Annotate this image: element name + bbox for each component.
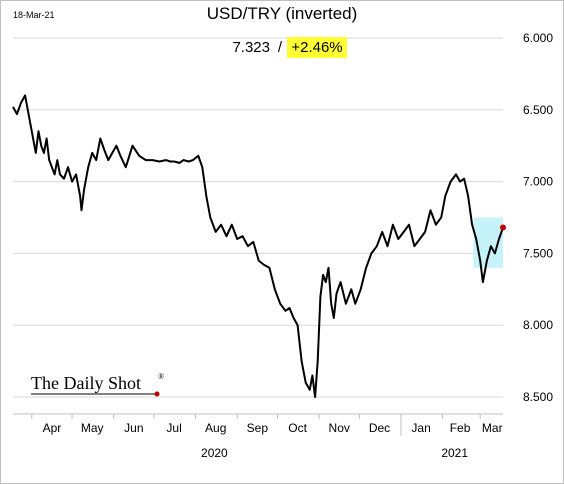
- x-tick-label: Nov: [329, 421, 350, 435]
- x-tick-label: Jan: [411, 421, 430, 435]
- readout-separator: /: [278, 39, 283, 56]
- x-tick-label: Jun: [124, 421, 143, 435]
- year-label: 2020: [201, 446, 228, 460]
- logo: The Daily Shot ®: [31, 372, 164, 397]
- y-tick-label: 8.500: [523, 390, 553, 404]
- y-tick-label: 6.500: [523, 103, 553, 117]
- y-tick-label: 8.000: [523, 318, 553, 332]
- x-axis: [13, 413, 503, 436]
- grid-lines: [13, 37, 503, 398]
- readout: 7.323 / +2.46%: [232, 37, 347, 58]
- y-tick-label: 6.000: [523, 31, 553, 45]
- logo-mark: ®: [158, 372, 164, 381]
- change-highlight: [287, 37, 347, 58]
- logo-text: The Daily Shot: [31, 373, 141, 393]
- year-label: 2021: [441, 446, 468, 460]
- x-tick-label: May: [81, 421, 104, 435]
- y-tick-label: 7.000: [523, 175, 553, 189]
- x-tick-label: Feb: [450, 421, 471, 435]
- axis-labels: 6.000 6.500 7.000 7.500 8.000 8.500 Apr May Jun J…: [43, 31, 554, 460]
- logo-dot: [154, 391, 160, 397]
- x-tick-label: Jul: [166, 421, 181, 435]
- x-tick-label: Sep: [247, 421, 269, 435]
- last-point-marker: [500, 224, 506, 231]
- x-tick-label: Aug: [205, 421, 226, 435]
- x-tick-label: Dec: [369, 421, 390, 435]
- y-tick-label: 7.500: [523, 246, 553, 260]
- readout-value: 7.323: [232, 39, 270, 56]
- chart-title: USD/TRY (inverted): [207, 4, 358, 23]
- x-tick-label: Mar: [482, 421, 503, 435]
- x-tick-label: Oct: [288, 421, 307, 435]
- date-label: 18-Mar-21: [13, 10, 55, 20]
- readout-change: +2.46%: [291, 39, 342, 56]
- usd-try-line: [12, 94, 504, 398]
- x-tick-label: Apr: [43, 421, 62, 435]
- series-line: [12, 94, 506, 398]
